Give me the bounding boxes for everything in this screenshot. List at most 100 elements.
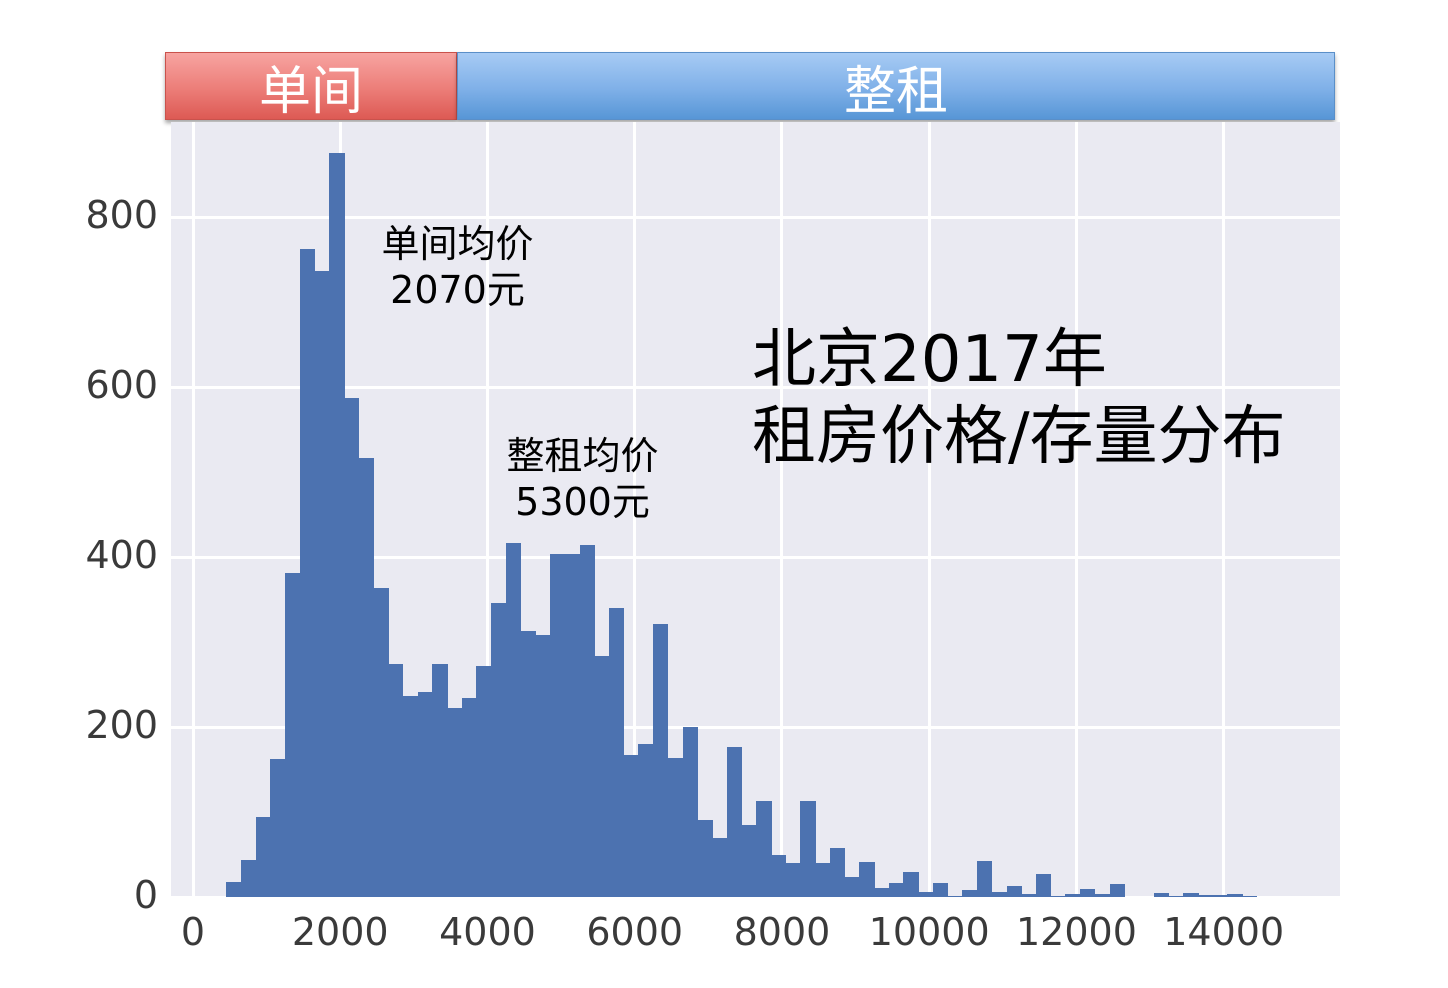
histogram-bar (873, 887, 890, 897)
histogram-bar (240, 859, 257, 897)
whole-rent-average-label: 整租均价 (506, 434, 659, 478)
histogram-bar (1035, 874, 1052, 897)
gridline-vertical (633, 122, 637, 897)
histogram-bar (800, 800, 816, 897)
x-tick-label: 0 (180, 910, 206, 954)
chart-title-line-1: 北京2017年 (752, 323, 1107, 397)
histogram-bar (314, 271, 330, 897)
histogram-bar (608, 608, 625, 897)
whole-rent-band-label: 整租 (843, 61, 948, 122)
histogram-bar (785, 863, 801, 897)
gridline-vertical (1222, 122, 1226, 897)
histogram-bar (358, 458, 374, 897)
single-room-band-label: 单间 (258, 61, 363, 122)
histogram-bar (1050, 896, 1066, 897)
histogram-bar (859, 862, 875, 897)
histogram-bar (535, 635, 551, 897)
single-room-band: 单间 (165, 52, 457, 122)
single-room-average-label: 单间均价 (381, 222, 534, 266)
histogram-bar (417, 692, 433, 897)
histogram-bar (844, 877, 860, 897)
histogram-bar (1183, 892, 1199, 897)
histogram-bar (770, 855, 787, 897)
x-tick-label: 2000 (291, 910, 389, 954)
gridline-vertical (927, 122, 931, 897)
histogram-bar (476, 665, 492, 897)
histogram-bar (270, 759, 286, 897)
whole-rent-band: 整租 (457, 52, 1335, 122)
histogram-bar (623, 755, 639, 897)
x-tick-label: 12000 (1016, 910, 1137, 954)
histogram-bar (726, 746, 743, 897)
histogram-bar (947, 896, 963, 897)
x-tick-label: 4000 (439, 910, 536, 954)
histogram-bar (991, 891, 1008, 897)
y-tick-label: 400 (85, 533, 158, 577)
histogram-bar (329, 153, 345, 897)
histogram-bar (1153, 892, 1170, 897)
histogram-bar (653, 624, 669, 897)
histogram-bar (756, 800, 772, 897)
histogram-bar (1094, 893, 1111, 897)
histogram-bar (932, 883, 949, 897)
histogram-bar (402, 696, 419, 897)
histogram-bar (638, 744, 654, 897)
histogram-bar (741, 824, 757, 897)
histogram-bar (226, 881, 242, 897)
histogram-plot-area (171, 122, 1340, 897)
y-tick-label: 0 (133, 873, 158, 917)
histogram-bar (1168, 896, 1184, 897)
histogram-bar (1065, 893, 1081, 897)
gridline-vertical (780, 122, 784, 897)
histogram-bar (1227, 894, 1243, 897)
gridline-horizontal (171, 215, 1340, 219)
histogram-bar (918, 891, 934, 897)
single-room-average-annotation: 单间均价 2070元 (370, 222, 545, 313)
histogram-bar (461, 698, 478, 897)
histogram-bar (1021, 893, 1037, 897)
whole-rent-average-annotation: 整租均价 5300元 (495, 434, 670, 525)
histogram-bar (1212, 895, 1228, 897)
histogram-bar (1197, 895, 1214, 897)
histogram-bar (1006, 885, 1022, 897)
histogram-bar (432, 664, 448, 897)
histogram-bar (1109, 884, 1125, 897)
x-tick-label: 14000 (1163, 910, 1285, 954)
y-tick-label: 200 (85, 703, 158, 747)
histogram-bar (667, 758, 684, 897)
histogram-bar (712, 837, 728, 897)
histogram-bar (343, 398, 360, 897)
chart-title: 北京2017年 租房价格/存量分布 (752, 322, 1286, 476)
histogram-bar (903, 871, 919, 897)
histogram-bar (962, 890, 978, 897)
x-tick-label: 10000 (868, 910, 990, 954)
histogram-bar (388, 664, 404, 897)
histogram-bar (1242, 896, 1258, 897)
gridline-vertical (485, 122, 489, 897)
histogram-bar (299, 249, 316, 897)
histogram-bar (829, 847, 846, 897)
chart-title-line-2: 租房价格/存量分布 (752, 399, 1286, 474)
gridline-horizontal (171, 555, 1340, 559)
gridline-horizontal (171, 385, 1340, 389)
gridline-horizontal (171, 725, 1340, 729)
gridline-vertical (1074, 122, 1078, 897)
y-tick-label: 800 (85, 193, 158, 237)
histogram-bar (505, 543, 522, 897)
histogram-bar (815, 863, 831, 897)
histogram-bar (446, 708, 463, 897)
histogram-bar (285, 573, 301, 897)
histogram-bar (491, 602, 507, 897)
single-room-average-value: 2070元 (390, 267, 525, 312)
histogram-bar (550, 554, 566, 897)
histogram-bar (888, 883, 905, 897)
histogram-bar (520, 630, 536, 897)
x-tick-label: 8000 (733, 910, 831, 954)
histogram-bar (255, 817, 271, 897)
histogram-bar (1080, 888, 1096, 897)
histogram-bar (594, 655, 610, 897)
histogram-bar (697, 819, 713, 897)
y-tick-label: 600 (85, 363, 158, 407)
histogram-bar (564, 554, 581, 897)
histogram-bar (579, 545, 595, 897)
